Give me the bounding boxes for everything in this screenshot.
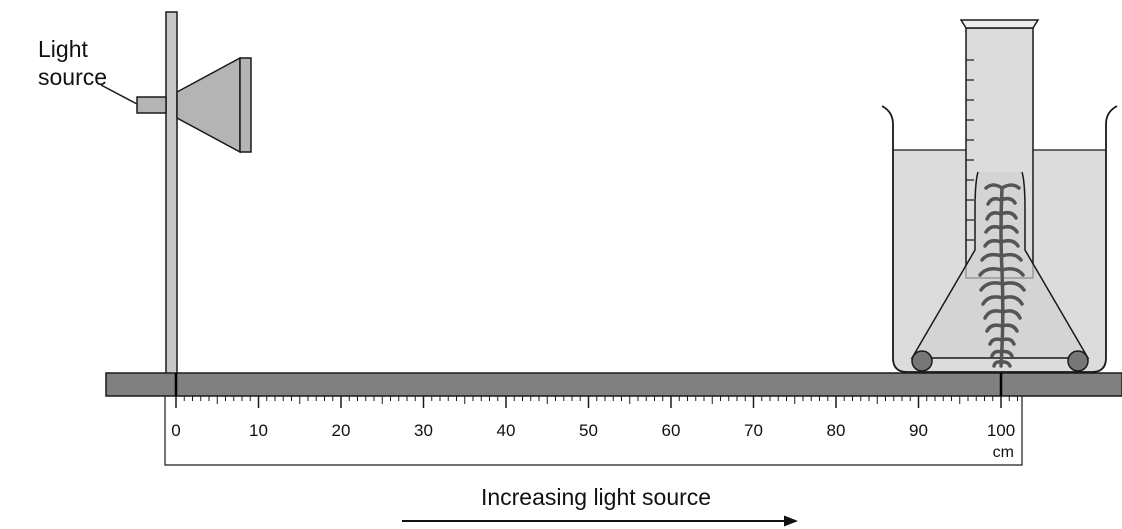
lamp-lens [239,57,252,153]
ruler-tick-label: 40 [497,421,516,440]
ruler-bracket [164,396,1023,466]
pondweed-leaves [978,183,1026,368]
ruler-tick-label: 80 [827,421,846,440]
light-source-label-line2: source [38,64,107,90]
ruler-tick-label: 60 [662,421,681,440]
measuring-cylinder-rim [959,19,1040,29]
ruler-tick-label: 90 [909,421,928,440]
light-source-leader-line [100,84,138,105]
beaker-outline [881,105,1118,373]
ruler-tick-label: 70 [744,421,763,440]
ruler-tick-label: 30 [414,421,433,440]
ruler-tick-label: 0 [171,421,180,440]
ruler-ticks [175,396,1018,408]
direction-caption: Increasing light source [481,484,711,510]
support-bead-right [1067,350,1089,372]
direction-arrow [402,515,798,527]
ruler-tick-labels: 0 10 20 30 40 50 60 70 80 90 100 [171,421,1015,440]
measuring-cylinder-graduations [966,59,974,241]
retort-stand-pole [165,11,178,375]
lamp [136,56,252,154]
support-bead-left [911,350,933,372]
ruler-tick-label: 50 [579,421,598,440]
lamp-mount [136,96,167,114]
ruler: 0 10 20 30 40 50 60 70 80 90 100 cm [164,396,1023,466]
bench-rule [105,372,1122,397]
ruler-tick-label: 20 [332,421,351,440]
ruler-tick-label: 10 [249,421,268,440]
ruler-tick-label: 100 [987,421,1015,440]
pondweed [978,183,1026,368]
lamp-shade [176,56,241,154]
ruler-unit-label: cm [993,444,1014,461]
light-source-label-line1: Light [38,36,88,62]
light-source-label: Light source [38,36,138,105]
